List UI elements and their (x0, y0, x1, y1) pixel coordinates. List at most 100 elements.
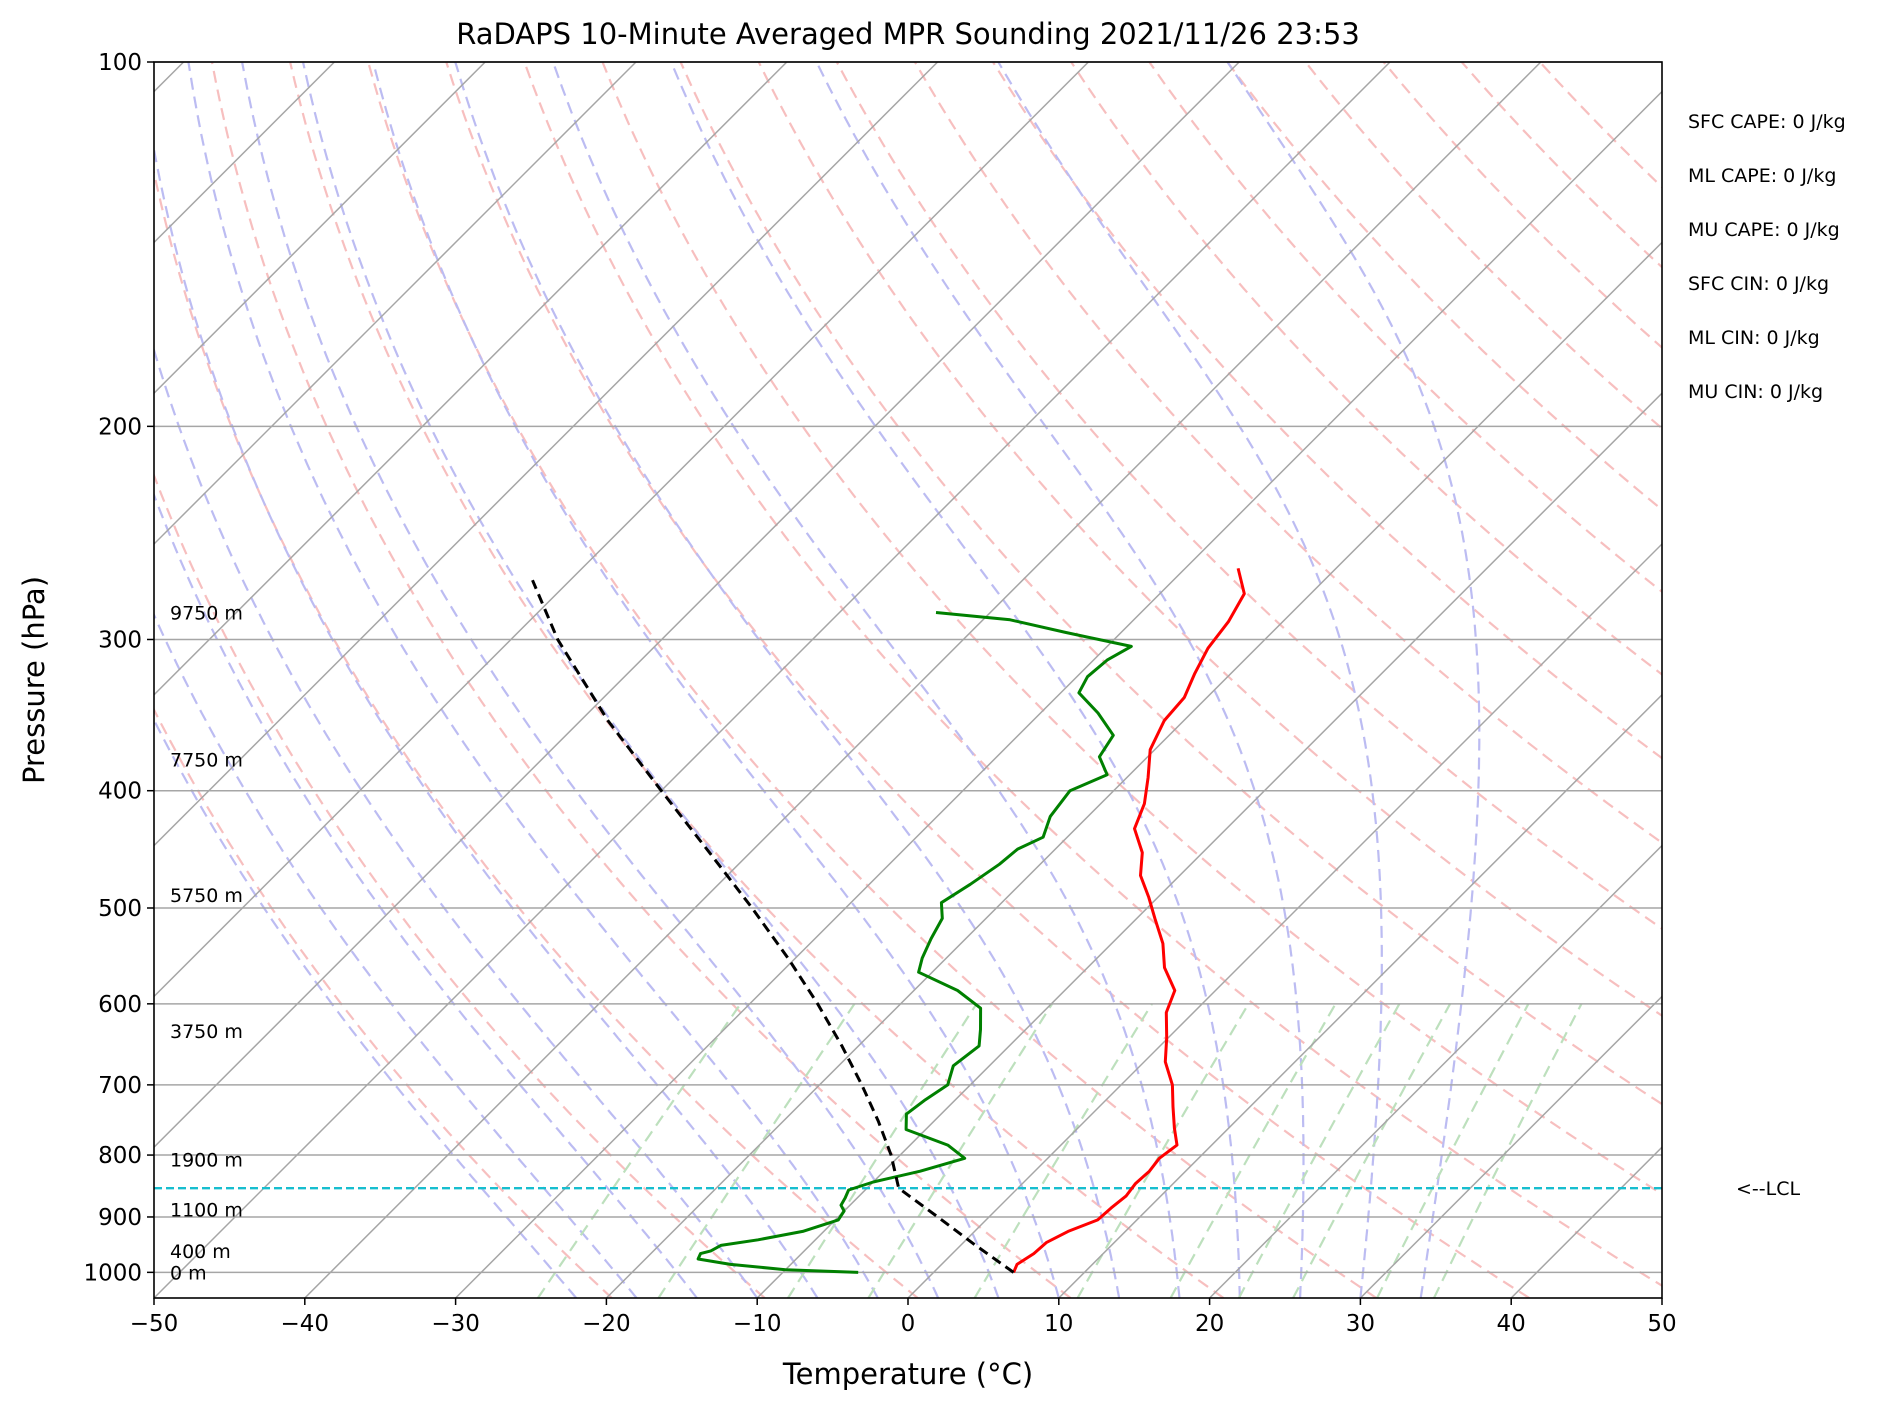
isotherm (1359, 995, 1662, 1298)
mixing-ratio-line (1376, 1003, 1530, 1298)
dry-adiabat (1148, 62, 1662, 594)
chart-title: RaDAPS 10-Minute Averaged MPR Sounding 2… (456, 17, 1360, 51)
x-tick-label: −40 (281, 1311, 330, 1337)
height-label: 400 m (170, 1241, 231, 1263)
isotherm (154, 62, 939, 847)
y-axis-ticks: 100 200 300 400 500 600 700 800 900 1000 (83, 50, 154, 1286)
mixing-ratio-line (536, 1003, 742, 1298)
background-lines (154, 62, 1662, 1298)
dry-adiabat (1460, 62, 1662, 269)
isotherm (1510, 1146, 1662, 1298)
x-tick-label: 50 (1647, 1311, 1676, 1337)
x-tick-label: 0 (901, 1311, 916, 1337)
y-tick-label: 100 (98, 50, 142, 76)
x-tick-label: −10 (733, 1311, 782, 1337)
dry-adiabat (835, 62, 1662, 930)
y-tick-label: 400 (98, 779, 142, 805)
mixing-ratio-line (1292, 1003, 1452, 1298)
x-tick-label: −30 (431, 1311, 480, 1337)
isotherm (154, 62, 1391, 1298)
isotherm (907, 542, 1662, 1298)
mixing-ratio-line (973, 1003, 1153, 1298)
mixing-ratio-line (657, 1003, 856, 1298)
mixing-ratio-line (787, 1003, 978, 1298)
isotherm (1058, 693, 1662, 1298)
moist-adiabat (301, 62, 1000, 1298)
index-label: MU CAPE: 0 J/kg (1688, 219, 1840, 241)
dry-adiabat (289, 62, 1225, 1298)
dry-adiabat (992, 62, 1662, 760)
moist-adiabat (670, 62, 1241, 1298)
isotherm (304, 62, 1542, 1298)
moist-adiabat (154, 143, 819, 1298)
moist-adiabat (1226, 62, 1481, 1298)
height-label: 0 m (170, 1262, 207, 1284)
moist-adiabat (154, 612, 638, 1298)
lcl-group: <--LCL (154, 1178, 1800, 1200)
height-label: 9750 m (170, 603, 243, 625)
dry-adiabat (757, 62, 1662, 1017)
dry-adiabat (154, 707, 613, 1298)
indices-panel: SFC CAPE: 0 J/kg ML CAPE: 0 J/kg MU CAPE: … (1688, 111, 1846, 403)
x-tick-label: 30 (1346, 1311, 1375, 1337)
isotherm (154, 62, 1240, 1149)
y-tick-label: 500 (98, 896, 142, 922)
dry-adiabat (1304, 62, 1662, 430)
dry-adiabat (154, 167, 919, 1298)
y-tick-label: 900 (98, 1205, 142, 1231)
y-tick-label: 800 (98, 1143, 142, 1169)
x-axis-ticks: −50 −40 −30 −20 −10 0 10 20 30 40 50 (130, 1298, 1677, 1337)
x-tick-label: −50 (130, 1311, 179, 1337)
parcel-profile (531, 579, 1015, 1274)
height-label: 7750 m (170, 750, 243, 772)
y-tick-label: 600 (98, 992, 142, 1018)
height-label: 5750 m (170, 885, 243, 907)
height-label: 3750 m (170, 1021, 243, 1043)
x-axis-label: Temperature (°C) (782, 1357, 1033, 1391)
x-tick-label: 40 (1497, 1311, 1526, 1337)
x-tick-label: −20 (582, 1311, 631, 1337)
y-axis-label: Pressure (hPa) (17, 576, 51, 784)
y-tick-label: 200 (98, 414, 142, 440)
moist-adiabat (551, 62, 1181, 1298)
dry-adiabat (1226, 62, 1662, 512)
mixing-ratio-line (867, 1003, 1054, 1298)
isotherm (154, 62, 1089, 998)
moist-adiabat (187, 62, 879, 1298)
index-label: ML CIN: 0 J/kg (1688, 327, 1820, 349)
y-tick-label: 1000 (83, 1260, 142, 1286)
mixing-ratio-line (1433, 1003, 1583, 1298)
moist-adiabat (815, 62, 1305, 1298)
x-tick-label: 20 (1195, 1311, 1224, 1337)
moist-adiabat (372, 62, 1060, 1298)
height-label: 1900 m (170, 1150, 243, 1172)
dry-adiabat (154, 472, 766, 1298)
isotherm (756, 392, 1662, 1298)
dry-adiabat (1538, 62, 1662, 189)
index-label: SFC CIN: 0 J/kg (1688, 273, 1829, 295)
index-label: MU CIN: 0 J/kg (1688, 381, 1823, 403)
isotherm (154, 62, 486, 395)
mixing-ratio-line (1237, 1003, 1401, 1298)
dry-adiabat (913, 62, 1662, 845)
y-tick-label: 300 (98, 627, 142, 653)
moist-adiabat (997, 62, 1383, 1298)
moist-adiabat (241, 62, 940, 1298)
index-label: ML CAPE: 0 J/kg (1688, 165, 1836, 187)
height-label: 1100 m (170, 1199, 243, 1221)
index-label: SFC CAPE: 0 J/kg (1688, 111, 1846, 133)
x-tick-label: 10 (1044, 1311, 1073, 1337)
dry-adiabat (523, 62, 1662, 1287)
dewpoint-profile (696, 611, 1133, 1274)
moist-adiabat (154, 346, 759, 1298)
isotherm (1209, 844, 1662, 1298)
lcl-label: <--LCL (1736, 1178, 1800, 1200)
isotherm (605, 241, 1662, 1298)
isotherm (455, 90, 1662, 1298)
isotherm (154, 62, 788, 696)
isotherm (154, 62, 637, 546)
moist-adiabat (154, 717, 578, 1298)
moist-adiabat (454, 62, 1121, 1298)
